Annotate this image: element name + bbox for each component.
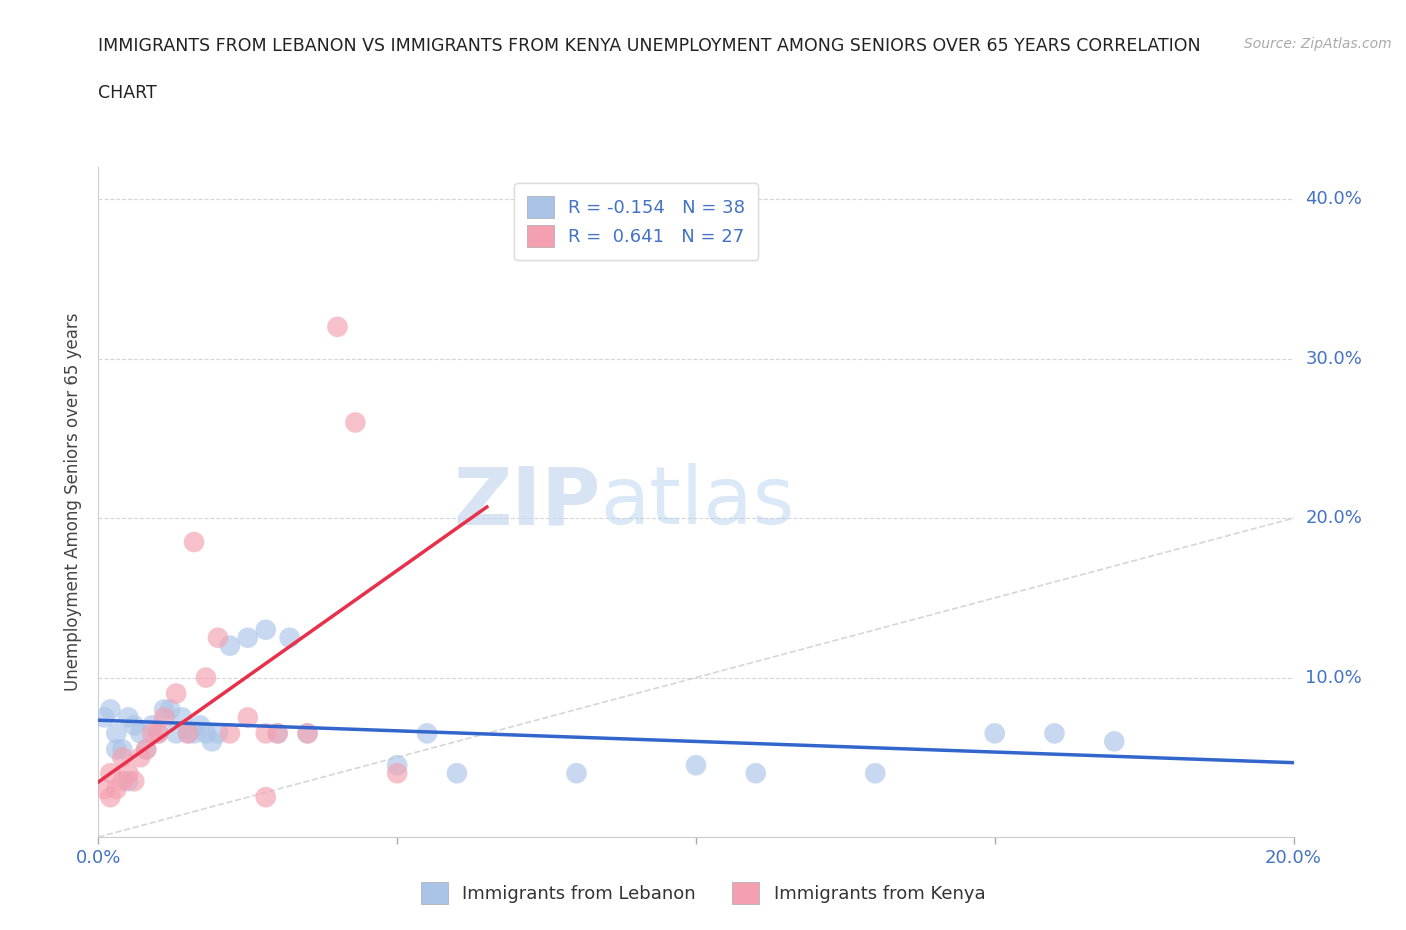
Point — [111, 774, 134, 789]
Point — [219, 638, 242, 653]
Point — [446, 765, 468, 780]
Text: 10.0%: 10.0% — [1305, 669, 1362, 686]
Point — [1104, 734, 1126, 749]
Point — [165, 726, 187, 741]
Point — [194, 726, 218, 741]
Point — [117, 774, 139, 789]
Point — [194, 671, 218, 685]
Text: IMMIGRANTS FROM LEBANON VS IMMIGRANTS FROM KENYA UNEMPLOYMENT AMONG SENIORS OVER: IMMIGRANTS FROM LEBANON VS IMMIGRANTS FR… — [98, 37, 1201, 55]
Point — [267, 726, 290, 741]
Y-axis label: Unemployment Among Seniors over 65 years: Unemployment Among Seniors over 65 years — [65, 313, 83, 691]
Point — [129, 750, 152, 764]
Point — [148, 726, 170, 741]
Point — [344, 415, 367, 430]
Point — [117, 765, 139, 780]
Point — [124, 774, 146, 789]
Legend: Immigrants from Lebanon, Immigrants from Kenya: Immigrants from Lebanon, Immigrants from… — [413, 875, 993, 911]
Text: 40.0%: 40.0% — [1305, 191, 1362, 208]
Point — [93, 782, 115, 797]
Point — [105, 742, 128, 757]
Point — [124, 718, 146, 733]
Point — [416, 726, 439, 741]
Point — [297, 726, 319, 741]
Point — [254, 790, 277, 804]
Point — [267, 726, 290, 741]
Point — [177, 726, 200, 741]
Point — [385, 765, 409, 780]
Point — [172, 710, 194, 724]
Point — [98, 790, 122, 804]
Point — [236, 710, 259, 724]
Point — [188, 718, 211, 733]
Point — [1043, 726, 1066, 741]
Text: CHART: CHART — [98, 84, 157, 101]
Point — [983, 726, 1005, 741]
Point — [111, 742, 134, 757]
Point — [159, 702, 181, 717]
Point — [207, 726, 229, 741]
Point — [326, 319, 349, 334]
Point — [105, 726, 128, 741]
Point — [183, 535, 205, 550]
Text: Source: ZipAtlas.com: Source: ZipAtlas.com — [1244, 37, 1392, 51]
Point — [183, 726, 205, 741]
Text: atlas: atlas — [600, 463, 794, 541]
Point — [297, 726, 319, 741]
Point — [93, 710, 115, 724]
Text: ZIP: ZIP — [453, 463, 600, 541]
Point — [385, 758, 409, 773]
Point — [129, 726, 152, 741]
Point — [236, 631, 259, 645]
Legend: R = -0.154   N = 38, R =  0.641   N = 27: R = -0.154 N = 38, R = 0.641 N = 27 — [515, 183, 758, 259]
Point — [141, 718, 163, 733]
Point — [745, 765, 768, 780]
Point — [98, 765, 122, 780]
Point — [254, 622, 277, 637]
Point — [685, 758, 707, 773]
Point — [141, 726, 163, 741]
Point — [865, 765, 887, 780]
Point — [565, 765, 588, 780]
Point — [177, 726, 200, 741]
Point — [201, 734, 224, 749]
Point — [278, 631, 301, 645]
Point — [165, 686, 187, 701]
Point — [135, 742, 157, 757]
Point — [207, 631, 229, 645]
Point — [153, 710, 176, 724]
Point — [219, 726, 242, 741]
Text: 30.0%: 30.0% — [1305, 350, 1362, 367]
Text: 20.0%: 20.0% — [1305, 509, 1362, 527]
Point — [153, 702, 176, 717]
Point — [105, 782, 128, 797]
Point — [117, 710, 139, 724]
Point — [148, 726, 170, 741]
Point — [98, 702, 122, 717]
Point — [135, 742, 157, 757]
Point — [254, 726, 277, 741]
Point — [111, 750, 134, 764]
